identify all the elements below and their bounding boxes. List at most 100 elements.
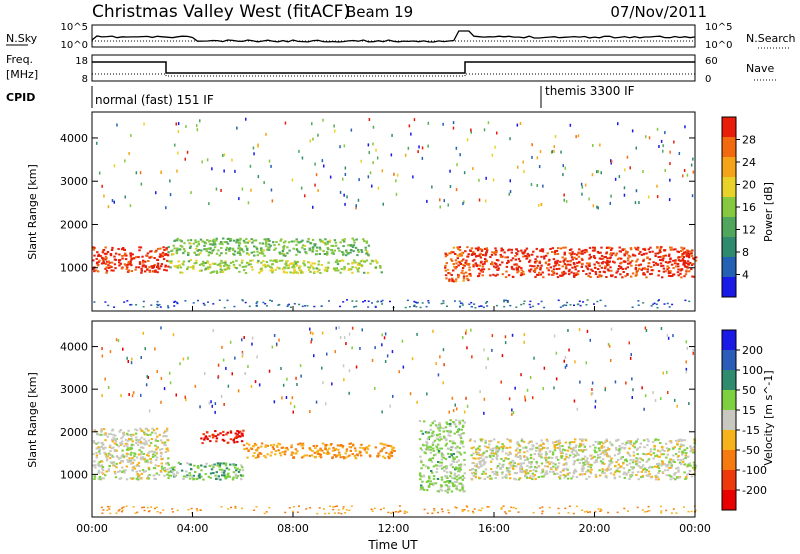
power-panel-frame xyxy=(91,111,696,312)
velocity-panel-frame xyxy=(91,320,696,518)
station-title: Christmas Valley West (fitACF) xyxy=(92,2,350,22)
velocity-colorbar-tick-label: 200 xyxy=(742,344,763,357)
power-colorbar-swatch xyxy=(722,137,736,158)
x-tick-label: 20:00 xyxy=(579,522,611,535)
velocity-echo-region-2 xyxy=(242,442,396,460)
velocity-colorbar-tick-label: -15 xyxy=(742,424,760,437)
x-tick-label: 00:00 xyxy=(679,522,711,535)
velocity-colorbar-swatch xyxy=(722,370,736,391)
power-y-axis-label: Slant Range [km] xyxy=(26,164,39,260)
x-tick-label: 12:00 xyxy=(378,522,410,535)
power-colorbar-swatch xyxy=(722,277,736,298)
freq-label-line2: [MHz] xyxy=(6,68,38,81)
power-near-range-band xyxy=(93,299,691,309)
velocity-echo-region-1 xyxy=(200,429,245,445)
velocity-near-range-band xyxy=(100,505,697,515)
noise-right-tick-top: 10^5 xyxy=(705,22,732,33)
beam-label: Beam 19 xyxy=(346,3,413,21)
velocity-y-tick-label: 3000 xyxy=(60,383,88,396)
power-echo-region-3 xyxy=(444,246,471,283)
power-colorbar-swatch xyxy=(722,157,736,178)
velocity-colorbar-tick-label: -100 xyxy=(742,464,767,477)
velocity-sparse-echoes xyxy=(101,326,694,416)
velocity-echo-region-3 xyxy=(167,461,245,481)
velocity-colorbar-swatch xyxy=(722,410,736,431)
velocity-heatmap xyxy=(92,326,698,515)
power-y-tick-label: 3000 xyxy=(60,175,88,188)
power-colorbar-swatch xyxy=(722,217,736,238)
velocity-colorbar: 200 100 50 15 -15 -50 -100 -200 xyxy=(721,329,767,511)
x-tick-label: 08:00 xyxy=(277,522,309,535)
power-echo-region-0 xyxy=(92,246,170,274)
power-colorbar-swatch xyxy=(722,237,736,258)
power-colorbar-swatch xyxy=(722,197,736,218)
velocity-colorbar-swatch xyxy=(722,330,736,351)
nave-trace xyxy=(92,73,695,77)
power-colorbar-tick-label: 24 xyxy=(742,156,756,169)
velocity-colorbar-tick-label: -50 xyxy=(742,444,760,457)
cpid-mode-normal: normal (fast) 151 IF xyxy=(95,93,214,107)
velocity-colorbar-tick-label: 50 xyxy=(742,384,756,397)
power-echo-region-4 xyxy=(469,246,698,279)
nave-tick-bottom: 0 xyxy=(705,74,711,85)
velocity-colorbar-swatch xyxy=(722,430,736,451)
noise-sky-label: N.Sky xyxy=(6,32,38,45)
velocity-y-tick-label: 4000 xyxy=(60,341,88,354)
noise-left-tick-top: 10^5 xyxy=(61,22,88,33)
power-colorbar-label: Power [dB] xyxy=(762,182,775,242)
nave-label: Nave xyxy=(746,62,774,75)
freq-tick-bottom: 8 xyxy=(82,74,88,85)
power-echo-region-2 xyxy=(167,259,383,275)
power-colorbar-tick-label: 16 xyxy=(742,201,756,214)
noise-panel-frame xyxy=(91,24,696,48)
power-colorbar-swatch xyxy=(722,117,736,138)
velocity-colorbar-tick-label: 15 xyxy=(742,404,756,417)
velocity-y-axis-label: Slant Range [km] xyxy=(26,372,39,468)
freq-tick-top: 18 xyxy=(75,56,88,67)
power-heatmap xyxy=(92,117,698,309)
date-label: 07/Nov/2011 xyxy=(610,3,707,21)
nave-tick-top: 60 xyxy=(705,56,718,67)
x-tick-label: 00:00 xyxy=(76,522,108,535)
freq-trace xyxy=(92,61,695,74)
noise-sky-trace xyxy=(91,30,696,43)
cpid-label: CPID xyxy=(6,91,35,104)
power-y-tick-label: 1000 xyxy=(60,262,88,275)
noise-left-tick-bottom: 10^0 xyxy=(61,40,88,51)
power-colorbar-tick-label: 8 xyxy=(742,246,749,259)
velocity-echo-region-4 xyxy=(418,419,466,494)
power-colorbar-tick-label: 12 xyxy=(742,224,756,237)
velocity-colorbar-swatch xyxy=(722,470,736,491)
velocity-colorbar-swatch xyxy=(722,450,736,471)
velocity-y-tick-label: 1000 xyxy=(60,468,88,481)
velocity-colorbar-swatch xyxy=(722,350,736,371)
power-y-tick-label: 2000 xyxy=(60,218,88,231)
velocity-echo-region-5 xyxy=(468,438,698,481)
power-colorbar-tick-label: 28 xyxy=(742,134,756,147)
cpid-mode-themis: themis 3300 IF xyxy=(545,84,635,98)
velocity-colorbar-label: Velocity [m s^-1] xyxy=(762,370,775,465)
velocity-colorbar-swatch xyxy=(722,390,736,411)
freq-label-line1: Freq. xyxy=(6,53,33,66)
power-sparse-echoes xyxy=(96,117,695,210)
velocity-colorbar-tick-label: -200 xyxy=(742,484,767,497)
axes-ticks: 1000 2000 3000 4000 1000 2000 3000 4000 00:00 04:… xyxy=(60,132,711,535)
power-colorbar: 28 24 20 16 12 8 4 xyxy=(721,116,756,298)
freq-panel-frame xyxy=(91,54,696,82)
velocity-echo-region-0 xyxy=(92,427,170,481)
velocity-colorbar-tick-label: 100 xyxy=(742,364,763,377)
power-echo-region-1 xyxy=(167,237,371,257)
x-axis-label: Time UT xyxy=(367,538,418,552)
power-y-tick-label: 4000 xyxy=(60,132,88,145)
velocity-y-tick-label: 2000 xyxy=(60,426,88,439)
power-colorbar-tick-label: 20 xyxy=(742,179,756,192)
power-colorbar-swatch xyxy=(722,177,736,198)
power-colorbar-tick-label: 4 xyxy=(742,269,749,282)
noise-right-tick-bottom: 10^0 xyxy=(705,40,732,51)
x-tick-label: 16:00 xyxy=(478,522,510,535)
velocity-colorbar-frame xyxy=(721,329,737,511)
noise-search-label: N.Search xyxy=(746,32,796,45)
power-colorbar-swatch xyxy=(722,257,736,278)
